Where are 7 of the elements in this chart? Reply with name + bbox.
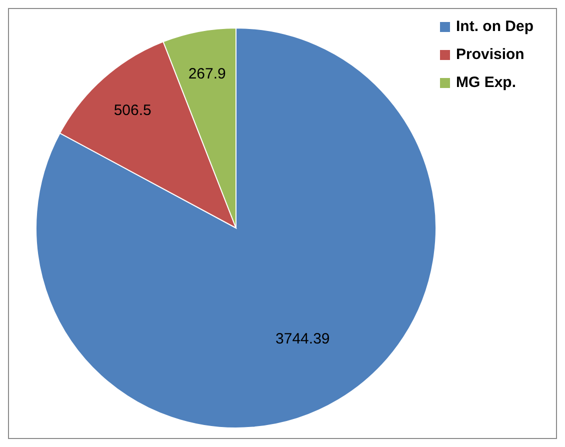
legend-label: Int. on Dep <box>456 18 534 35</box>
data-label: 506.5 <box>114 102 152 120</box>
legend-label: MG Exp. <box>456 74 516 91</box>
data-label: 3744.39 <box>276 330 330 348</box>
legend-label: Provision <box>456 46 524 63</box>
data-label: 267.9 <box>188 66 226 83</box>
pie-slice <box>36 28 436 428</box>
